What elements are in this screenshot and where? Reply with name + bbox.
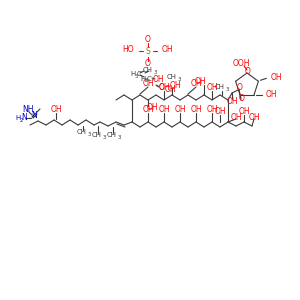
Text: H: H [130,71,136,77]
Text: 2: 2 [144,79,148,83]
Text: OH: OH [226,98,238,106]
Text: O: O [159,82,165,91]
Text: CH: CH [167,74,177,80]
Text: OH: OH [152,76,164,85]
Text: O: O [145,35,151,44]
Text: O: O [145,59,151,68]
Text: OH: OH [146,103,158,112]
Text: OH: OH [270,73,282,82]
Text: OH: OH [266,90,278,99]
Text: H: H [140,76,146,82]
Text: OH: OH [214,107,226,116]
Text: OH: OH [164,85,176,94]
Text: OH: OH [142,106,154,115]
Text: HO: HO [122,46,134,55]
Text: 3: 3 [87,132,91,137]
Text: 3: 3 [102,135,106,140]
Text: 2: 2 [19,118,23,122]
Text: S: S [146,47,150,56]
Text: NH: NH [22,106,34,115]
Text: 3: 3 [177,77,181,82]
Text: C: C [136,71,141,77]
Text: CH: CH [143,67,153,73]
Text: N: N [31,110,37,119]
Text: OH: OH [194,77,206,86]
Text: OH: OH [190,106,202,115]
Text: H: H [15,115,21,121]
Text: CH: CH [77,129,87,135]
Text: OH: OH [169,80,181,89]
Text: CH: CH [215,84,225,90]
Text: 3: 3 [117,135,121,140]
Text: OH: OH [158,83,170,92]
Text: O: O [237,82,243,91]
Text: 3: 3 [134,74,138,79]
Text: CH: CH [107,132,117,138]
Text: OH: OH [158,106,170,115]
Text: O: O [239,94,245,103]
Text: OOH: OOH [232,58,250,68]
Text: 3: 3 [153,70,157,75]
Text: OH: OH [206,106,218,115]
Text: OH: OH [190,80,202,88]
Text: O: O [245,67,251,76]
Text: C: C [147,76,152,82]
Text: 3: 3 [225,87,229,92]
Text: OH: OH [174,106,186,115]
Text: OH: OH [50,106,62,115]
Text: OH: OH [206,83,218,92]
Text: N: N [21,113,27,122]
Text: OH: OH [230,113,242,122]
Text: OH: OH [142,80,154,88]
Text: OH: OH [248,113,260,122]
Text: CH: CH [92,132,102,138]
Text: OH: OH [238,107,250,116]
Text: OH: OH [162,46,174,55]
